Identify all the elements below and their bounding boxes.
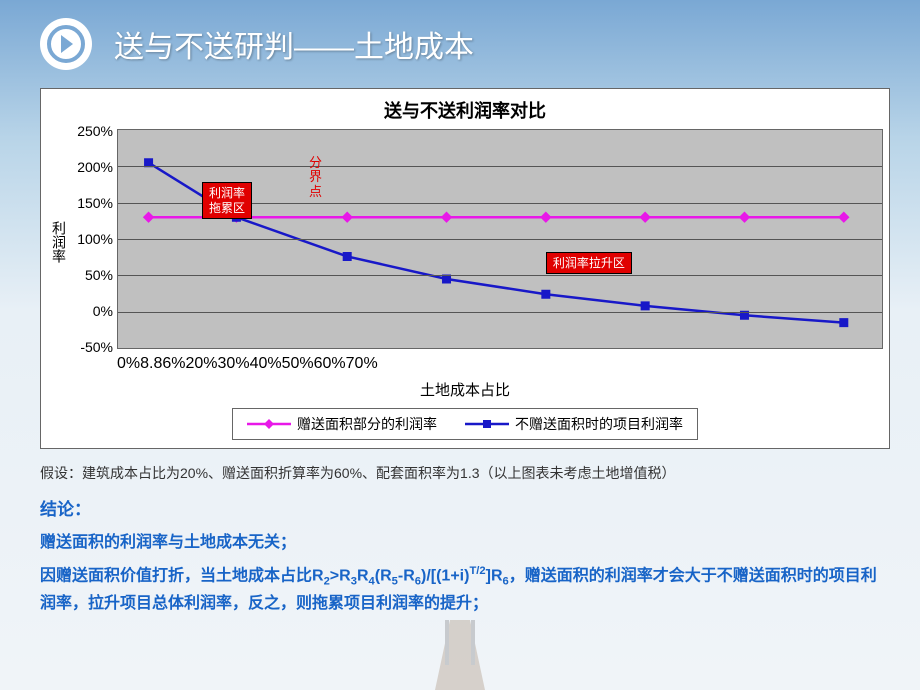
chart-container: 送与不送利润率对比 利润率 250%200%150%100%50%0%-50% …	[40, 88, 890, 449]
y-tick: -50%	[69, 339, 113, 355]
legend-label-2: 不赠送面积时的项目利润率	[515, 414, 683, 434]
x-tick: 60%	[314, 355, 346, 372]
assumption-text: 假设：建筑成本占比为20%、赠送面积折算率为60%、配套面积率为1.3（以上图表…	[40, 463, 890, 483]
x-ticks: 0%8.86%20%30%40%50%60%70%	[117, 355, 877, 373]
y-tick: 50%	[69, 267, 113, 283]
background-decoration	[390, 620, 530, 690]
drag-zone-label: 利润率 拖累区	[202, 182, 252, 219]
conclusion-line-1: 赠送面积的利润率与土地成本无关；	[40, 530, 890, 556]
chart-title: 送与不送利润率对比	[47, 93, 883, 129]
y-tick: 250%	[69, 123, 113, 139]
x-tick: 50%	[282, 355, 314, 372]
arrow-circle-icon	[40, 18, 92, 70]
y-tick: 0%	[69, 303, 113, 319]
legend-item-2: 不赠送面积时的项目利润率	[465, 414, 683, 434]
plot-area: 分界点利润率 拖累区利润率拉升区	[117, 129, 883, 349]
conclusion-line-2: 因赠送面积价值打折，当土地成本占比R2>R3R4(R5-R6)/[(1+i)T/…	[40, 562, 890, 617]
y-axis-label: 利润率	[47, 221, 69, 263]
x-tick: 8.86%	[140, 355, 185, 372]
lift-zone-label: 利润率拉升区	[546, 252, 632, 274]
x-tick: 30%	[218, 355, 250, 372]
page-title: 送与不送研判——土地成本	[114, 22, 474, 66]
y-tick: 200%	[69, 159, 113, 175]
boundary-point-label: 分界点	[309, 156, 322, 199]
y-tick: 100%	[69, 231, 113, 247]
x-tick: 70%	[346, 355, 378, 372]
conclusion-block: 结论： 赠送面积的利润率与土地成本无关； 因赠送面积价值打折，当土地成本占比R2…	[40, 495, 890, 618]
x-axis-label: 土地成本占比	[47, 373, 883, 400]
legend-label-1: 赠送面积部分的利润率	[297, 414, 437, 434]
x-tick: 40%	[250, 355, 282, 372]
legend-item-1: 赠送面积部分的利润率	[247, 414, 437, 434]
y-tick: 150%	[69, 195, 113, 211]
y-ticks: 250% 200% 150% 100% 50% 0% -50%	[69, 123, 117, 355]
slide-header: 送与不送研判——土地成本	[0, 0, 920, 80]
conclusion-head: 结论：	[40, 495, 890, 520]
x-tick: 0%	[117, 355, 140, 372]
chart-legend: 赠送面积部分的利润率 不赠送面积时的项目利润率	[232, 408, 698, 440]
x-tick: 20%	[186, 355, 218, 372]
